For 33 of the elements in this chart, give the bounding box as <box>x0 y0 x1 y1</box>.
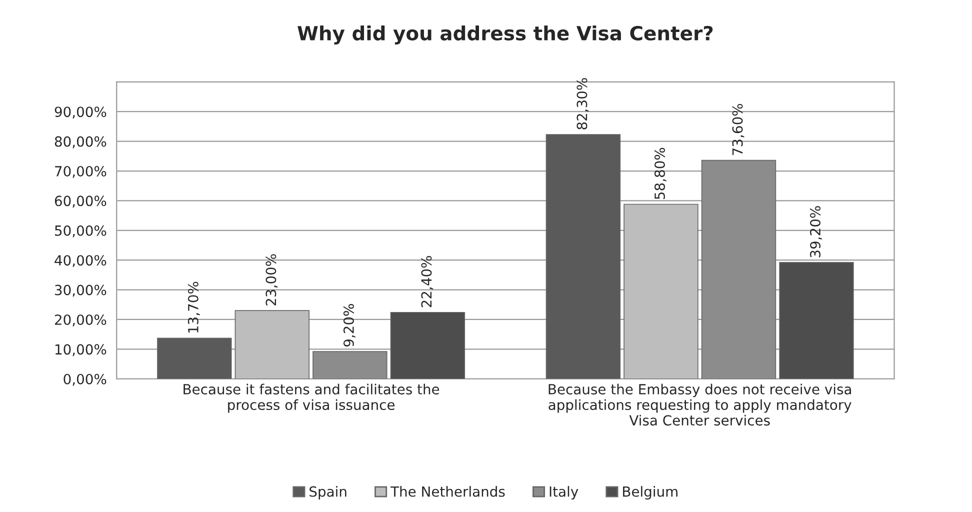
bar <box>157 338 232 379</box>
y-tick-label: 40,00% <box>54 255 106 267</box>
data-label: 9,20% <box>343 304 356 347</box>
x-tick-label: Because the Embassy does not receive visa applications requesting to apply mandatory Visa Center services <box>548 384 852 426</box>
chart-title: Why did you address the Visa Center? <box>298 25 713 44</box>
data-label: 58,80% <box>654 148 666 200</box>
bar <box>234 310 310 379</box>
legend-label: Belgium <box>623 486 678 500</box>
bar <box>779 262 854 379</box>
y-tick-label: 80,00% <box>54 136 106 148</box>
legend-label: Spain <box>310 486 346 500</box>
legend-label: Italy <box>550 486 578 500</box>
data-label: 23,00% <box>266 254 278 306</box>
y-tick-label: 0,00% <box>64 374 106 386</box>
bar <box>390 312 466 379</box>
bar <box>312 351 388 379</box>
y-tick-label: 90,00% <box>54 106 106 119</box>
y-tick-label: 60,00% <box>54 196 106 208</box>
y-tick-label: 70,00% <box>55 166 106 178</box>
legend-label: The Netherlands <box>390 486 505 497</box>
data-label: 82,30% <box>576 78 589 130</box>
y-tick-label: 20,00% <box>54 314 106 326</box>
y-tick-label: 30,00% <box>55 284 106 297</box>
data-label: 39,20% <box>810 206 822 258</box>
bar <box>624 204 698 379</box>
y-tick-label: 50,00% <box>55 225 106 238</box>
x-tick-label: Because it fastens and facilitates the process of visa issuance <box>184 384 440 413</box>
data-label: 13,70% <box>188 282 200 333</box>
data-label: 73,60% <box>732 104 744 156</box>
bar <box>701 160 776 379</box>
y-tick-label: 10,00% <box>55 344 106 356</box>
data-label: 22,40% <box>421 256 434 308</box>
bar <box>546 134 621 379</box>
